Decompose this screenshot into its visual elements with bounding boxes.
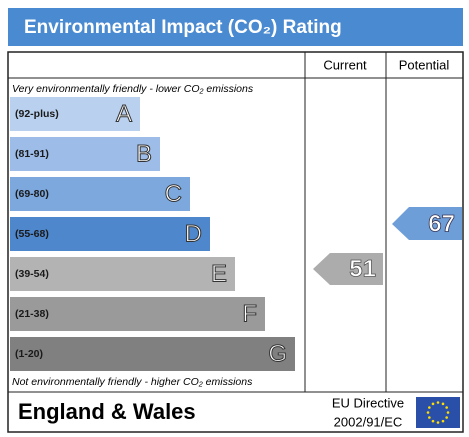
band-range: (55-68) xyxy=(15,228,49,240)
star xyxy=(441,402,445,406)
band-letter: F xyxy=(242,300,257,327)
band-range: (92-plus) xyxy=(15,108,59,120)
star xyxy=(441,419,445,423)
star xyxy=(431,402,435,406)
band xyxy=(10,257,235,291)
column-header: Current xyxy=(323,57,367,72)
band-range: (1-20) xyxy=(15,348,43,360)
band xyxy=(10,217,210,251)
star xyxy=(428,406,431,409)
top-note: Very environmentally friendly - lower CO… xyxy=(12,83,254,95)
star xyxy=(446,411,450,414)
band-range: (21-38) xyxy=(15,308,49,320)
band-range: (39-54) xyxy=(15,268,49,280)
band xyxy=(10,137,160,171)
title: Environmental Impact (CO₂) Rating xyxy=(24,17,342,38)
band-letter: A xyxy=(116,100,132,127)
band-range: (81-91) xyxy=(15,148,49,160)
region: England & Wales xyxy=(18,399,196,424)
current-rating: 51 xyxy=(349,255,376,282)
band xyxy=(10,97,140,131)
band-letter: C xyxy=(165,180,182,207)
directive: 2002/91/EC xyxy=(334,414,403,429)
potential-arrow xyxy=(392,207,462,240)
star xyxy=(431,419,435,423)
band-range: (69-80) xyxy=(15,188,49,200)
directive: EU Directive xyxy=(332,395,404,410)
star xyxy=(428,416,431,419)
band-letter: G xyxy=(268,340,287,367)
star xyxy=(445,416,448,419)
band-letter: E xyxy=(211,260,227,287)
star xyxy=(445,406,448,409)
star xyxy=(426,411,430,414)
band-letter: D xyxy=(185,220,202,247)
potential-rating: 67 xyxy=(428,210,455,237)
band xyxy=(10,177,190,211)
title-bar xyxy=(8,8,463,46)
bands: (92-plus) A (81-91) B (69-80) C (55-68) D (39-54… xyxy=(10,97,295,371)
bottom-note: Not environmentally friendly - higher CO… xyxy=(12,376,253,388)
eu-stars xyxy=(426,401,450,424)
star xyxy=(436,401,440,404)
band xyxy=(10,337,295,371)
band-letter: B xyxy=(136,140,152,167)
current-arrow xyxy=(313,253,383,285)
column-header: Potential xyxy=(399,57,450,72)
band xyxy=(10,297,265,331)
star xyxy=(436,421,440,424)
frame xyxy=(7,51,464,433)
